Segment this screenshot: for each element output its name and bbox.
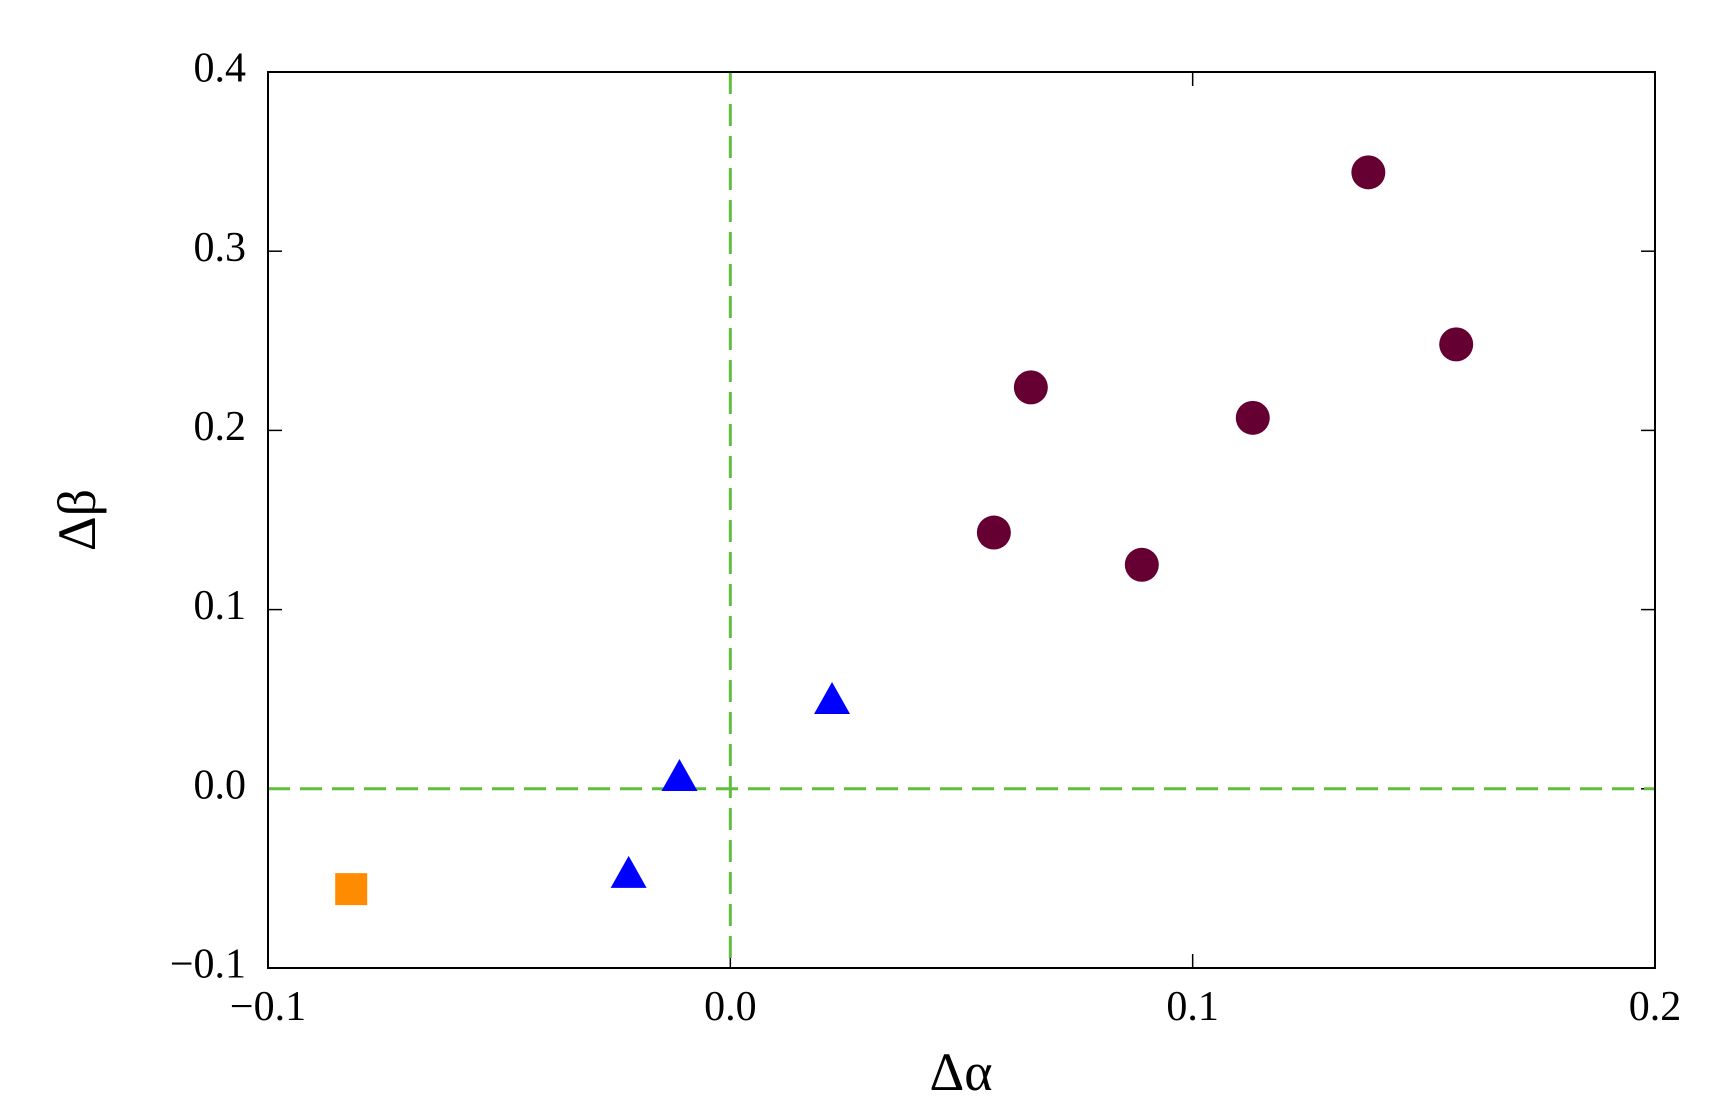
y-tick-label: 0.2 xyxy=(194,404,247,450)
point xyxy=(814,681,851,714)
y-tick-label: 0.3 xyxy=(194,225,247,271)
x-tick-label: 0.0 xyxy=(704,984,757,1030)
x-tick-label: 0.1 xyxy=(1166,984,1219,1030)
y-tick-label: 0.4 xyxy=(194,46,247,92)
plot-frame xyxy=(267,71,1656,969)
y-axis-label: Δβ xyxy=(47,489,107,551)
y-tick-label: −0.1 xyxy=(170,942,246,988)
point xyxy=(335,873,368,906)
point xyxy=(1235,400,1270,435)
x-tick-label: 0.2 xyxy=(1629,984,1682,1030)
y-tick-label: 0.0 xyxy=(194,762,247,808)
y-tick-label: 0.1 xyxy=(194,583,247,629)
point xyxy=(976,515,1011,550)
point xyxy=(1124,547,1159,582)
x-tick-label: −0.1 xyxy=(230,984,306,1030)
point xyxy=(661,759,698,792)
point xyxy=(1013,370,1048,405)
point xyxy=(1439,327,1474,362)
point xyxy=(610,855,647,888)
point xyxy=(1351,155,1386,190)
x-axis-label: Δα xyxy=(929,1042,992,1102)
